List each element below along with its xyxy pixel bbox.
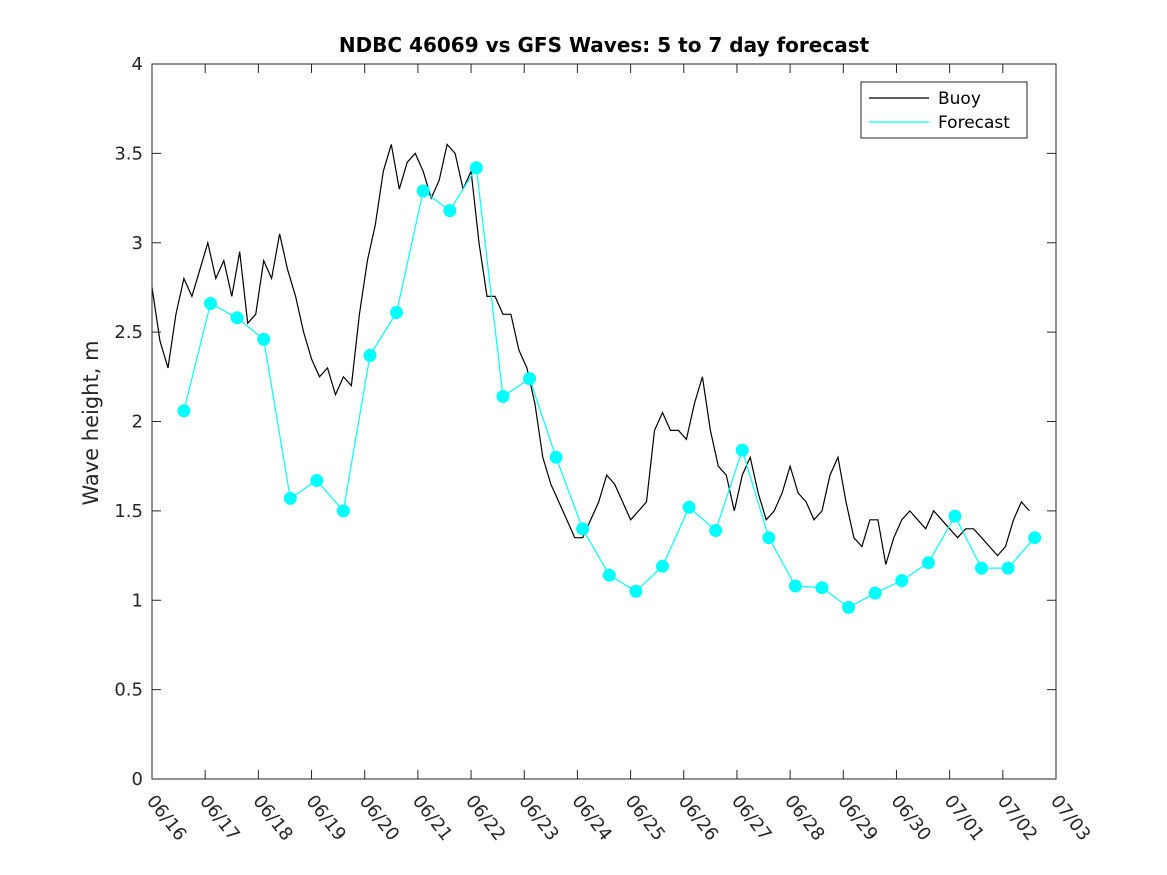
legend-box: [860, 81, 1028, 139]
y-axis-label: Wave height, m: [79, 340, 103, 505]
y-tick-label: 1: [132, 590, 143, 611]
y-tick-label: 0: [132, 769, 143, 790]
forecast-point: [310, 474, 324, 487]
forecast-point: [682, 500, 696, 514]
x-tick-label: 06/18: [248, 791, 296, 845]
forecast-point: [496, 390, 510, 403]
forecast-point: [1028, 531, 1042, 545]
forecast-point: [469, 161, 483, 175]
forecast-point: [1001, 561, 1015, 575]
forecast-point: [895, 574, 909, 588]
legend-label-forecast: Forecast: [938, 113, 1010, 133]
x-tick-label: 06/27: [727, 791, 775, 845]
forecast-point: [948, 509, 962, 523]
x-tick-label: 06/29: [833, 791, 881, 845]
x-tick-label: 07/02: [993, 791, 1041, 845]
x-tick-label: 06/26: [674, 791, 722, 845]
forecast-point: [443, 204, 457, 218]
x-tick-label: 06/25: [621, 791, 669, 845]
forecast-point: [762, 531, 776, 545]
forecast-point: [788, 579, 802, 593]
chart-title: NDBC 46069 vs GFS Waves: 5 to 7 day fore…: [339, 33, 870, 57]
forecast-point: [416, 184, 430, 198]
plot-frame: [151, 63, 1057, 780]
series-line-buoy: [151, 143, 1030, 565]
y-tick-label: 3.5: [114, 143, 143, 164]
forecast-point: [842, 600, 856, 614]
series-layer: [151, 143, 1042, 614]
y-tick-label: 1.5: [114, 501, 143, 522]
forecast-point: [549, 450, 563, 464]
x-tick-label: 06/19: [302, 791, 350, 845]
x-tick-label: 06/20: [355, 791, 403, 845]
x-tick-label: 07/03: [1046, 791, 1094, 845]
x-tick-label: 07/01: [940, 791, 988, 845]
forecast-point: [815, 581, 829, 595]
forecast-point: [709, 524, 723, 537]
x-tick-label: 06/23: [514, 791, 562, 845]
forecast-point: [576, 522, 590, 536]
x-tick-label: 06/21: [408, 791, 456, 845]
y-tick-label: 2: [132, 412, 143, 433]
forecast-point: [257, 332, 271, 346]
x-tick-label: 06/17: [195, 791, 243, 845]
x-tick-label: 06/28: [780, 791, 828, 845]
x-tick-label: 06/22: [461, 791, 509, 845]
forecast-point: [336, 504, 350, 518]
forecast-point: [602, 568, 616, 582]
x-tick-label: 06/16: [142, 791, 190, 845]
forecast-point: [283, 491, 297, 505]
forecast-point: [629, 584, 643, 598]
forecast-point: [975, 561, 989, 575]
series-line-forecast: [183, 165, 1036, 609]
y-tick-label: 0.5: [114, 680, 143, 701]
forecast-point: [230, 311, 244, 325]
legend: Buoy Forecast: [860, 81, 1028, 139]
y-tick-label: 4: [132, 54, 143, 75]
forecast-point: [204, 297, 217, 310]
forecast-point: [390, 306, 404, 319]
forecast-point: [735, 443, 749, 457]
legend-label-buoy: Buoy: [938, 89, 981, 109]
forecast-point: [363, 348, 377, 362]
forecast-point: [656, 559, 669, 573]
x-tick-label: 06/30: [887, 791, 935, 845]
forecast-point: [921, 556, 935, 570]
forecast-point: [523, 372, 537, 386]
forecast-point: [868, 586, 882, 600]
y-tick-label: 3: [132, 233, 143, 254]
y-tick-label: 2.5: [114, 322, 143, 343]
forecast-point: [177, 404, 191, 418]
x-tick-label: 06/24: [567, 791, 615, 845]
